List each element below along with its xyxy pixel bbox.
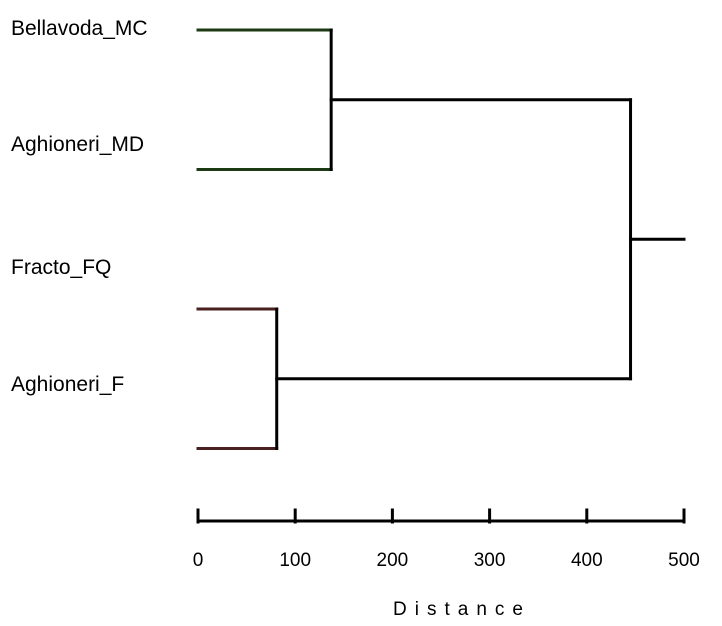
x-axis-title: Distance	[393, 599, 531, 620]
x-tick-label: 300	[474, 550, 506, 571]
dendrogram-links	[196, 28, 686, 450]
x-tick-label: 400	[571, 550, 603, 571]
leaf-label: Fracto_FQ	[11, 256, 111, 279]
x-tick-label: 0	[193, 550, 204, 571]
x-axis: 0 100 200 300 400 500	[193, 508, 700, 571]
leaf-label: Aghioneri_MD	[11, 133, 144, 156]
leaf-label: Bellavoda_MC	[11, 17, 148, 40]
x-tick-label: 100	[279, 550, 311, 571]
leaf-label: Aghioneri_F	[11, 373, 124, 396]
x-tick-label: 500	[668, 550, 700, 571]
leaf-labels: Bellavoda_MC Aghioneri_MD Fracto_FQ Aghi…	[11, 17, 148, 396]
x-tick-label: 200	[377, 550, 409, 571]
